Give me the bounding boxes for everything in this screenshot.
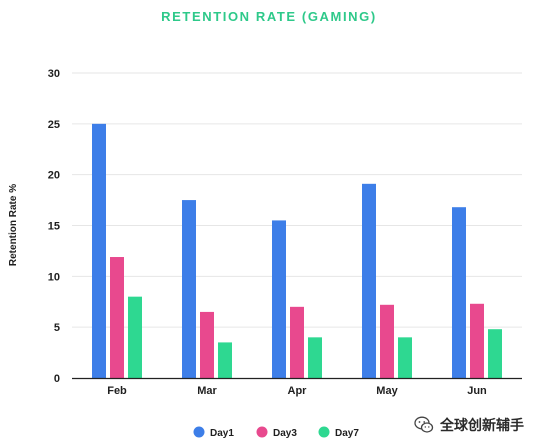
x-tick-label: Mar <box>197 385 217 397</box>
bar-day3-feb <box>110 257 124 378</box>
bar-day7-jun <box>488 329 502 378</box>
y-tick-label: 30 <box>48 68 60 80</box>
y-tick-label: 10 <box>48 271 60 283</box>
bar-day7-apr <box>308 337 322 378</box>
x-tick-label: May <box>376 385 398 397</box>
bar-day7-feb <box>128 296 142 378</box>
watermark: 全球创新辅手 <box>414 415 524 435</box>
legend-marker-day3 <box>256 426 268 438</box>
y-tick-label: 15 <box>48 221 60 233</box>
y-axis-label: Retention Rate % <box>8 184 19 266</box>
bar-day3-apr <box>290 306 304 378</box>
bar-day7-may <box>398 337 412 378</box>
watermark-text: 全球创新辅手 <box>440 418 524 434</box>
bar-day1-apr <box>272 220 286 378</box>
wechat-icon <box>414 416 434 433</box>
bar-day3-mar <box>200 311 214 378</box>
legend-label-day1: Day1 <box>210 428 234 439</box>
y-tick-label: 20 <box>48 170 60 182</box>
legend-marker-day7 <box>318 426 330 438</box>
y-tick-label: 25 <box>48 119 60 131</box>
bar-day3-may <box>380 304 394 378</box>
bar-day1-mar <box>182 200 196 378</box>
bar-day1-feb <box>92 123 106 378</box>
chart-title: RETENTION RATE (GAMING) <box>161 9 377 24</box>
bar-day3-jun <box>470 303 484 378</box>
gridlines <box>72 72 522 328</box>
legend: Day1 Day3 Day7 <box>193 426 359 439</box>
legend-label-day3: Day3 <box>273 428 297 439</box>
bar-day1-jun <box>452 207 466 378</box>
bar-day7-mar <box>218 342 232 378</box>
y-tick-label: 0 <box>54 373 60 385</box>
bars <box>92 123 502 378</box>
y-tick-label: 5 <box>54 322 60 334</box>
x-tick-label: Apr <box>288 385 308 397</box>
y-axis-ticks: 0 5 10 15 20 25 30 <box>48 68 60 385</box>
x-tick-label: Jun <box>467 385 487 397</box>
legend-marker-day1 <box>193 426 205 438</box>
bar-day1-may <box>362 183 376 378</box>
legend-label-day7: Day7 <box>335 428 359 439</box>
x-axis-ticks: Feb Mar Apr May Jun <box>107 385 487 397</box>
x-tick-label: Feb <box>107 385 127 397</box>
